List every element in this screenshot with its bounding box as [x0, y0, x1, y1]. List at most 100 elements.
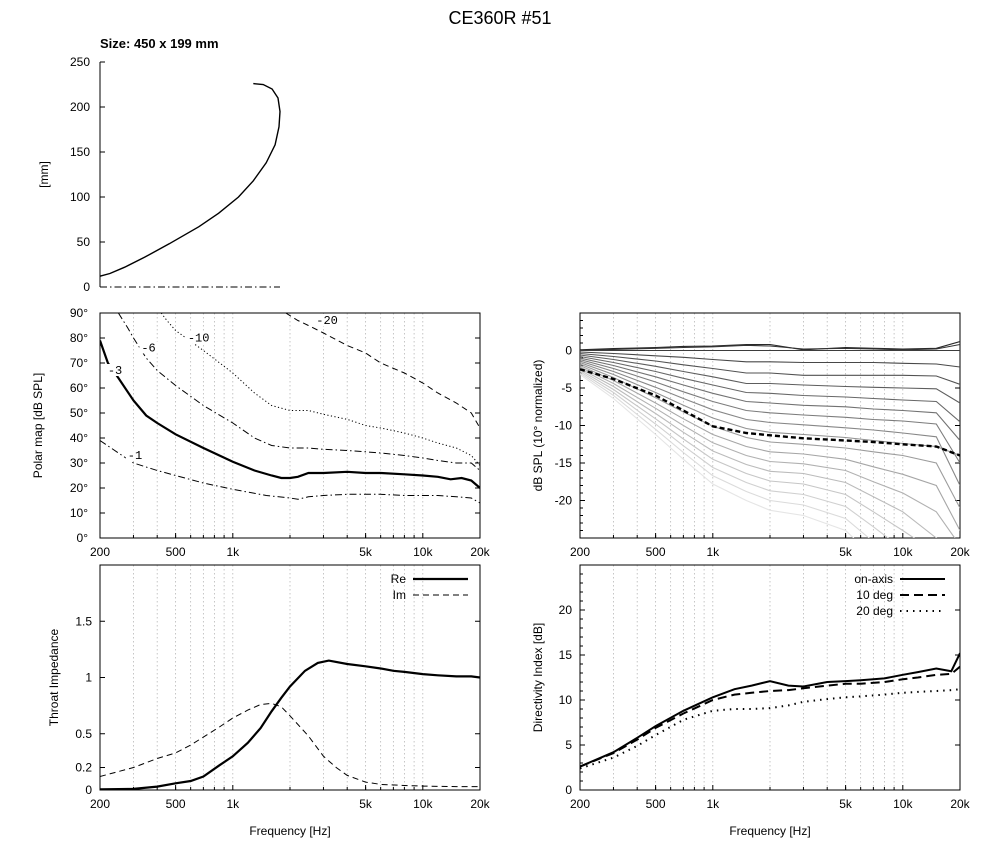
x-tick-label: 20k [950, 797, 970, 811]
directivity-lines [580, 652, 960, 770]
y-tick-label: 1 [85, 671, 92, 685]
figure-title: CE360R #51 [448, 8, 551, 28]
y-tick-label: 70° [70, 356, 88, 370]
chart-profile: 0 50 100 150 200 250 Size: 450 x 199 mm [mm] [37, 36, 281, 294]
x-axis-label: Frequency [Hz] [729, 824, 810, 838]
profile-line-horn-profile [99, 82, 281, 277]
x-axis-label: Frequency [Hz] [249, 824, 330, 838]
x-tick-label: 5k [359, 797, 373, 811]
y-tick-label: 0.2 [75, 761, 92, 775]
contour-label-bg [105, 364, 125, 376]
contour-label: -1 [128, 449, 142, 463]
chart-normalized-spl: 0 -5 -10 -15 -20 200 500 1k 5k 10k 20k dB SPL (10° … [531, 312, 971, 559]
normalized-lines [580, 340, 960, 538]
contour-label: -10 [188, 332, 210, 346]
contour-line--6 [117, 313, 480, 471]
contour-label: -3 [108, 364, 122, 378]
contour-label: -20 [316, 314, 338, 328]
directivity-line-on-axis [580, 652, 960, 768]
contour-label: -6 [141, 342, 155, 356]
normalized-line-85-deg [580, 372, 870, 538]
contour-label-bg [139, 341, 159, 354]
y-tick-label: 150 [70, 145, 90, 159]
y-axis-label: Throat Impedance [47, 628, 61, 726]
y-tick-label: 30° [70, 456, 88, 470]
y-axis-label: [mm] [37, 161, 51, 188]
y-tick-label: 0 [565, 344, 572, 358]
legend-label: Im [393, 588, 406, 602]
y-tick-label: 40° [70, 431, 88, 445]
y-tick-label: 10 [559, 693, 573, 707]
normalized-line-20-deg [580, 352, 960, 385]
x-tick-label: 10k [893, 545, 913, 559]
x-tick-label: 500 [166, 545, 186, 559]
normalized-line-55-deg [580, 363, 960, 509]
impedance-line-Im [100, 702, 480, 788]
normalized-line-35-deg [580, 357, 960, 441]
x-tick-label: 1k [226, 797, 240, 811]
contour-label-bg [185, 331, 213, 344]
impedance-line-Re [100, 659, 480, 790]
y-tick-label: 5 [565, 738, 572, 752]
legend-label: 20 deg [856, 604, 893, 618]
normalized-line-65-deg [580, 366, 956, 538]
y-tick-label: 90° [70, 306, 88, 320]
x-tick-label: 500 [166, 797, 186, 811]
y-tick-label: 80° [70, 331, 88, 345]
y-tick-label: 10° [70, 506, 88, 520]
normalized-line-30-deg [580, 355, 960, 423]
contour-line--20 [285, 313, 480, 429]
normalized-line-15-deg [580, 351, 960, 368]
y-tick-label: 1.5 [75, 614, 92, 628]
x-tick-label: 200 [570, 545, 590, 559]
y-tick-label: 15 [559, 648, 573, 662]
x-tick-label: 10k [893, 797, 913, 811]
legend-label: Re [391, 572, 407, 586]
y-tick-label: 60° [70, 381, 88, 395]
x-tick-label: 500 [646, 545, 666, 559]
normalized-line-80-deg [580, 371, 889, 538]
legend-label: 10 deg [856, 588, 893, 602]
normalized-line-on-axis [580, 340, 960, 351]
contour-lines [100, 313, 480, 504]
y-tick-label: -15 [555, 456, 573, 470]
y-tick-label: -10 [555, 419, 573, 433]
normalized-line-60-deg [580, 364, 960, 531]
x-tick-label: 5k [359, 545, 373, 559]
x-tick-label: 1k [706, 797, 720, 811]
chart-subtitle: Size: 450 x 199 mm [100, 36, 219, 51]
normalized-line-25-deg [580, 354, 960, 404]
y-axis-label: Directivity Index [dB] [531, 623, 545, 732]
y-tick-label: 50 [77, 235, 91, 249]
x-tick-label: 500 [646, 797, 666, 811]
normalized-line-90-deg [580, 374, 855, 538]
directivity-line-10-deg [580, 665, 960, 768]
y-tick-label: 250 [70, 55, 90, 69]
impedance-lines [100, 659, 480, 790]
x-tick-label: 1k [706, 545, 720, 559]
y-tick-label: -20 [555, 494, 573, 508]
normalized-line--6-dB-reference [580, 368, 960, 457]
y-tick-label: 0° [77, 531, 89, 545]
contour-line--1 [100, 440, 480, 504]
y-tick-label: 20 [559, 603, 573, 617]
contour-label-bg [125, 449, 145, 461]
legend-label: on-axis [854, 572, 893, 586]
normalized-line-5-deg [580, 343, 960, 352]
normalized-line-40-deg [580, 358, 960, 464]
normalized-line-45-deg [580, 360, 960, 486]
x-tick-label: 200 [90, 545, 110, 559]
y-axis-label: Polar map [dB SPL] [31, 373, 45, 478]
y-tick-label: 0 [85, 783, 92, 797]
x-tick-label: 10k [413, 797, 433, 811]
y-tick-label: 50° [70, 406, 88, 420]
x-tick-label: 20k [470, 545, 490, 559]
x-tick-label: 5k [839, 545, 853, 559]
y-tick-label: 200 [70, 100, 90, 114]
x-tick-label: 200 [570, 797, 590, 811]
chart-directivity-index: 0 5 10 15 20 200 500 1k 5k 10k 20k Directivity Inde… [531, 564, 971, 838]
normalized-line-70-deg [580, 368, 938, 538]
y-axis-label: dB SPL (10° normalized) [531, 360, 545, 492]
x-tick-label: 20k [950, 545, 970, 559]
